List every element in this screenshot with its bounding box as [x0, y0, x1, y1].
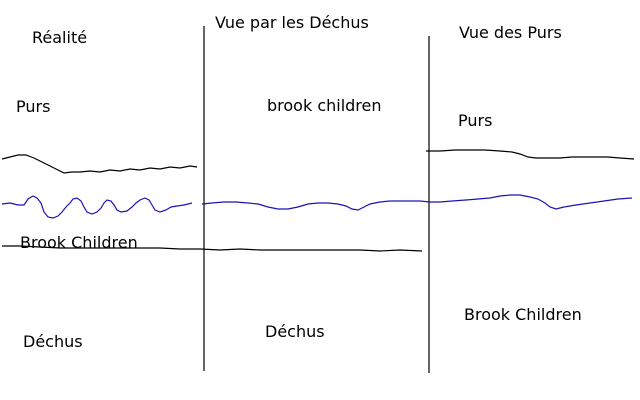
pure-view-purs-label: Purs — [458, 111, 493, 130]
fallen-view-brook-children-label: brook children — [267, 96, 382, 115]
reality-dechus-label: Déchus — [23, 332, 83, 351]
brook-dechus-boundary-line — [2, 245, 423, 252]
reality-wavy-boundary-line — [1, 195, 193, 219]
reality-panel-title: Réalité — [32, 28, 88, 47]
reality-brook-children-label: Brook Children — [20, 233, 138, 252]
fallen-view-panel-title: Vue par les Déchus — [215, 13, 369, 32]
pure-view-brook-children-label: Brook Children — [464, 305, 582, 324]
pure-view-upper-boundary-line — [426, 149, 635, 160]
view-wavy-boundary-line — [201, 194, 633, 211]
fallen-view-dechus-label: Déchus — [265, 322, 325, 341]
pure-view-panel-title: Vue des Purs — [459, 23, 562, 42]
reality-purs-label: Purs — [16, 97, 51, 116]
reality-upper-boundary-line — [1, 154, 198, 174]
